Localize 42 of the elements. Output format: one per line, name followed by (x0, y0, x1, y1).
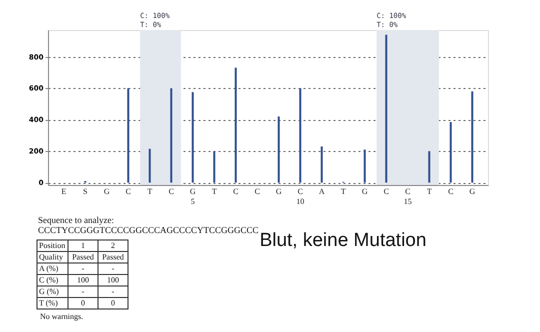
x-tick-label: G (469, 187, 476, 196)
x-tick-label: C (448, 187, 454, 196)
x-tick-label: T (147, 187, 152, 196)
x-tick-label: E (61, 187, 66, 196)
x-tick-label: C (126, 187, 131, 196)
text: 2 (111, 240, 115, 250)
x-tick-label: G (362, 187, 368, 196)
text: 100 (77, 275, 89, 284)
x-tick-label: G 5 (190, 187, 196, 206)
text: Position (39, 240, 66, 250)
text: - (112, 264, 115, 273)
text: 0 (111, 298, 115, 308)
text: 0 (81, 298, 85, 308)
text: 1 (81, 240, 85, 250)
x-tick-label: T (426, 187, 432, 196)
text: Quality (39, 252, 63, 262)
x-tick-label: T (212, 187, 217, 196)
x-tick-label: T (340, 187, 346, 196)
x-tick-label: A (318, 187, 325, 196)
text: Sequence to analyze: (38, 215, 114, 225)
text: Blut, keine Mutation (260, 230, 426, 251)
text: - (112, 286, 115, 296)
text: G (%) (39, 286, 60, 296)
x-tick-label: G (276, 187, 282, 196)
text: Passed (72, 252, 94, 262)
text: A (%) (39, 264, 59, 273)
x-tick-label: C (254, 187, 260, 196)
x-tick-label: C (168, 187, 174, 196)
text: - (82, 286, 85, 296)
x-tick-label: C (233, 187, 238, 196)
text: No warnings. (40, 312, 84, 321)
text: - (82, 264, 85, 273)
text: 100 (107, 275, 119, 284)
text: Passed (102, 252, 124, 262)
x-tick-label: G (104, 187, 110, 196)
x-tick-label: C 10 (296, 187, 304, 206)
x-tick-label: C (384, 187, 389, 196)
x-tick-label: S (83, 187, 88, 196)
text: T (%) (39, 298, 58, 308)
text: C (%) (39, 275, 59, 284)
text: CCCTYCCGGGTCCCCGGCCCAGCCCCYTCCGGGCCC (38, 225, 259, 235)
x-tick-label: C 15 (404, 187, 412, 206)
